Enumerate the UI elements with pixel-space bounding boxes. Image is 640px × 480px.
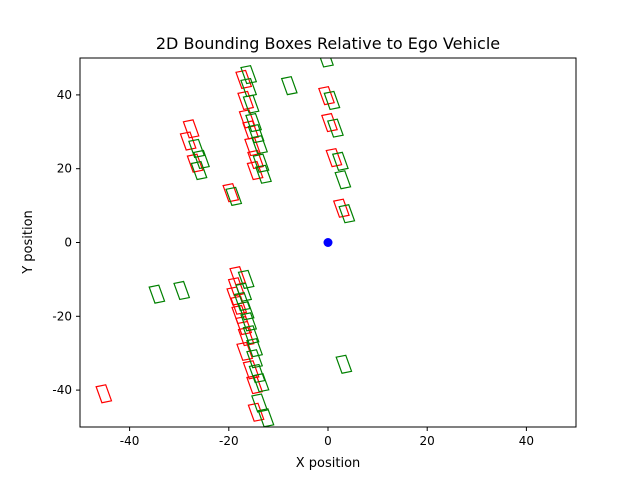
bounding-box bbox=[240, 312, 258, 332]
bounding-box bbox=[193, 149, 211, 170]
bounding-box bbox=[235, 282, 253, 302]
bounding-box bbox=[251, 393, 269, 413]
bounding-box bbox=[227, 277, 245, 297]
bounding-box bbox=[237, 326, 255, 347]
bounding-box bbox=[242, 325, 260, 345]
bounding-box bbox=[332, 198, 350, 218]
bounding-box bbox=[186, 153, 204, 173]
bounding-box bbox=[237, 301, 255, 321]
bounding-box bbox=[188, 138, 206, 159]
bounding-box bbox=[247, 123, 265, 144]
x-tick-label: 0 bbox=[324, 434, 332, 448]
bounding-box bbox=[319, 58, 335, 68]
bounding-box bbox=[255, 164, 273, 184]
bounding-box bbox=[225, 186, 243, 207]
bounding-box bbox=[334, 170, 352, 190]
y-axis-label: Y position bbox=[21, 210, 36, 275]
bounding-box bbox=[237, 269, 255, 290]
bounding-box bbox=[323, 90, 341, 111]
y-tick-label: 20 bbox=[57, 162, 72, 176]
x-tick-label: 20 bbox=[420, 434, 435, 448]
bounding-box bbox=[237, 90, 255, 111]
x-tick-label: 40 bbox=[519, 434, 534, 448]
boxes-layer bbox=[95, 58, 356, 427]
chart-title: 2D Bounding Boxes Relative to Ego Vehicl… bbox=[156, 34, 500, 53]
bounding-box bbox=[251, 135, 269, 155]
x-tick-label: -40 bbox=[120, 434, 140, 448]
bounding-box bbox=[280, 76, 298, 96]
bounding-box bbox=[318, 85, 335, 106]
y-tick-label: -20 bbox=[52, 309, 72, 323]
y-tick-label: -40 bbox=[52, 383, 72, 397]
y-tick-label: 0 bbox=[64, 236, 72, 250]
bounding-box bbox=[235, 69, 253, 90]
bounding-box bbox=[326, 118, 344, 138]
bounding-box bbox=[242, 360, 260, 380]
bounding-box bbox=[222, 183, 240, 203]
bounding-box bbox=[252, 373, 270, 393]
bounding-box bbox=[248, 363, 266, 384]
bounding-box bbox=[325, 147, 343, 168]
bounding-box bbox=[190, 160, 208, 181]
x-tick-label: -20 bbox=[219, 434, 239, 448]
bounding-box bbox=[240, 64, 258, 85]
bounding-box bbox=[257, 408, 275, 427]
bounding-box bbox=[238, 109, 256, 129]
bounding-box bbox=[252, 153, 270, 173]
bounding-box bbox=[95, 384, 113, 404]
bounding-box bbox=[179, 131, 197, 151]
bounding-box bbox=[182, 119, 200, 139]
bounding-box bbox=[247, 402, 265, 422]
ego-vehicle-point bbox=[323, 238, 333, 247]
bounding-box bbox=[242, 94, 260, 114]
x-axis: -40 -20 0 20 40 bbox=[120, 427, 534, 448]
bounding-box bbox=[148, 284, 166, 304]
x-axis-label: X position bbox=[296, 456, 361, 471]
plot-area bbox=[95, 58, 356, 427]
box-series-2 bbox=[148, 58, 356, 427]
bounding-box bbox=[233, 291, 251, 312]
bounding-box bbox=[173, 280, 191, 301]
bounding-box bbox=[331, 151, 349, 171]
bounding-box bbox=[321, 112, 338, 133]
bounding-box bbox=[338, 204, 356, 224]
bounding-box bbox=[335, 354, 353, 374]
y-axis: -40 -20 0 20 40 bbox=[52, 88, 80, 397]
bounding-box bbox=[245, 112, 263, 133]
bounding-box bbox=[247, 149, 265, 170]
bounding-box bbox=[235, 315, 253, 336]
y-tick-label: 40 bbox=[57, 88, 72, 102]
bounding-box bbox=[230, 295, 248, 315]
ego-layer bbox=[323, 238, 333, 247]
